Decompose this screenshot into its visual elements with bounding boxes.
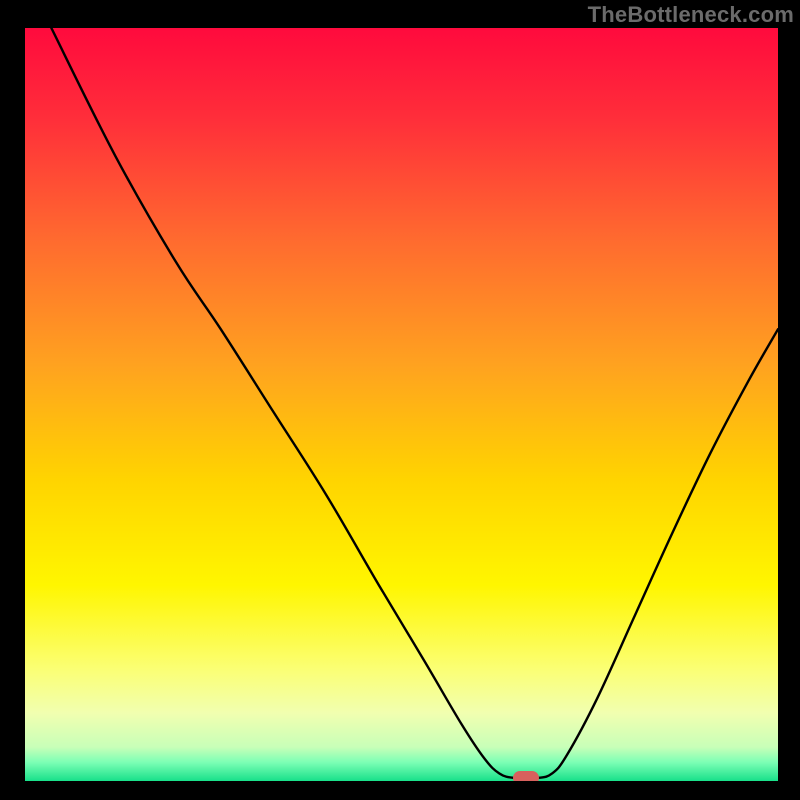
chart-plot-area [25, 28, 778, 781]
optimal-point-marker [513, 771, 539, 781]
bottleneck-curve [25, 28, 778, 781]
watermark-text: TheBottleneck.com [588, 2, 794, 28]
